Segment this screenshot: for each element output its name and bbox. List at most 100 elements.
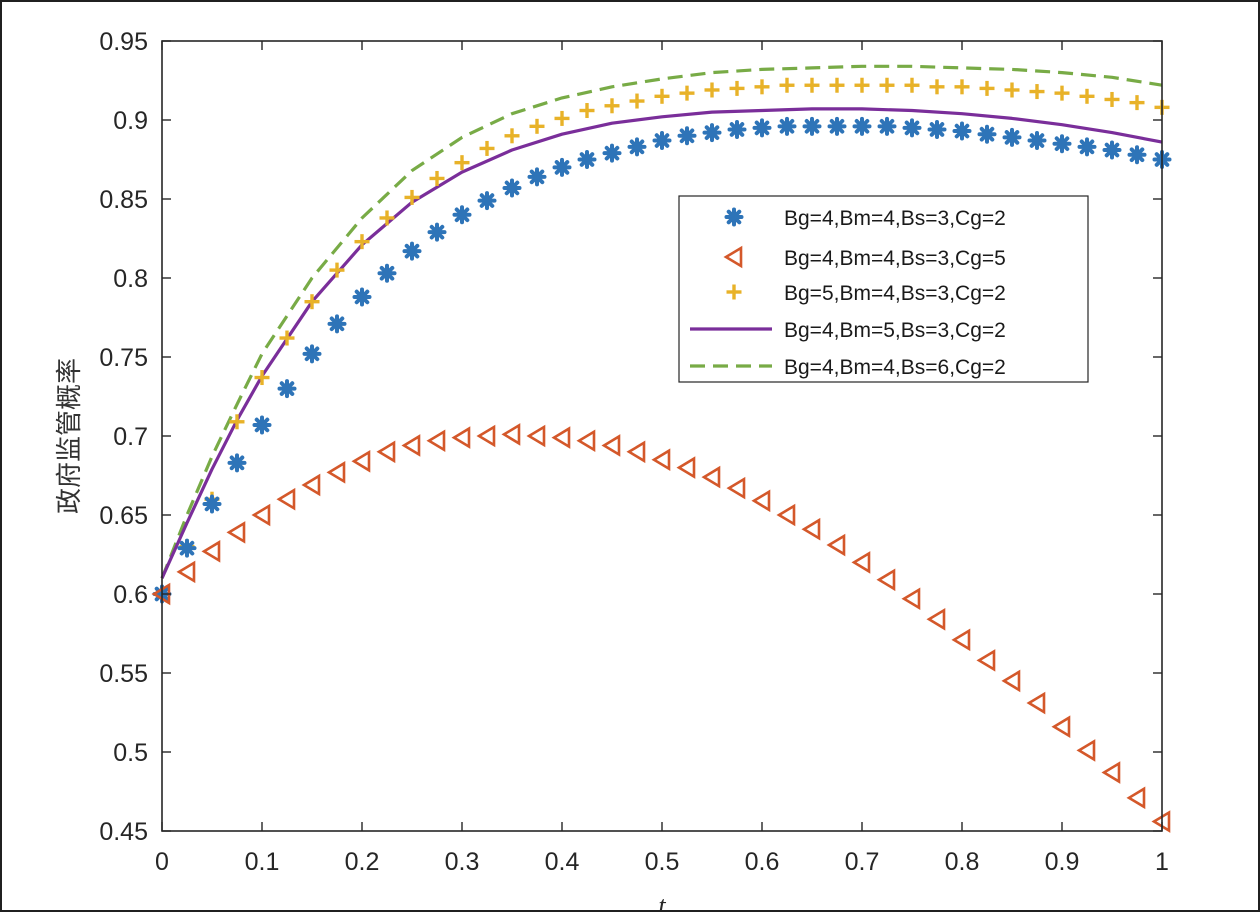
- data-point: [854, 77, 870, 93]
- legend-entry-5: Bg=4,Bm=4,Bs=6,Cg=2: [690, 356, 1006, 379]
- x-tick-label: 0.5: [645, 848, 680, 876]
- data-point: [877, 116, 897, 136]
- data-point: [727, 119, 747, 139]
- legend-entry-3: Bg=5,Bm=4,Bs=3,Cg=2: [726, 282, 1006, 305]
- data-point: [252, 415, 272, 435]
- data-point: [1129, 95, 1145, 111]
- data-point: [777, 116, 797, 136]
- data-point: [977, 124, 997, 144]
- data-point: [851, 551, 871, 574]
- data-point: [954, 79, 970, 95]
- data-point: [577, 150, 597, 169]
- x-axis-ticks: 0 0.1 0.2 0.3 0.4 0.5 0.6 0.7 0.8 0.9 1: [155, 41, 1169, 876]
- data-point: [1102, 140, 1122, 160]
- data-point: [554, 110, 570, 126]
- data-point: [376, 440, 396, 464]
- data-point: [452, 205, 472, 225]
- data-point: [429, 170, 445, 186]
- x-tick-label: 0.2: [345, 848, 380, 876]
- data-point: [827, 116, 847, 136]
- data-point: [526, 424, 546, 448]
- y-tick-label: 0.75: [99, 344, 148, 372]
- data-point: [379, 210, 395, 226]
- data-point: [201, 540, 221, 563]
- legend-marker: [723, 245, 743, 269]
- legend-marker: [726, 284, 742, 300]
- data-point: [176, 560, 196, 584]
- y-tick-label: 0.9: [113, 107, 148, 135]
- data-point: [1051, 715, 1071, 739]
- data-point: [479, 140, 495, 156]
- data-point: [701, 465, 721, 489]
- data-point: [752, 118, 772, 138]
- data-point: [501, 423, 521, 446]
- data-point: [1126, 786, 1146, 810]
- data-point: [402, 241, 422, 261]
- legend: Bg=4,Bm=4,Bs=3,Cg=2 Bg=4,Bm=4,Bs=3,Cg=5 Bg…: [678, 195, 1089, 383]
- x-tick-label: 0.1: [245, 848, 280, 876]
- data-point: [327, 314, 347, 334]
- data-point: [801, 517, 821, 541]
- series-line: [160, 64, 1163, 579]
- data-point: [601, 434, 621, 457]
- x-tick-label: 0.7: [845, 848, 880, 876]
- data-point: [454, 155, 470, 171]
- data-point: [804, 77, 820, 93]
- legend-entry-4: Bg=4,Bm=5,Bs=3,Cg=2: [690, 319, 1006, 342]
- data-point: [829, 77, 845, 93]
- data-point: [627, 137, 647, 157]
- legend-label: Bg=4,Bm=4,Bs=3,Cg=5: [784, 247, 1006, 270]
- series-4: [160, 107, 1163, 579]
- data-point: [1101, 761, 1121, 784]
- data-point: [629, 93, 645, 109]
- data-point: [1029, 84, 1045, 100]
- data-point: [776, 503, 796, 527]
- legend-label: Bg=4,Bm=5,Bs=3,Cg=2: [784, 319, 1006, 342]
- y-tick-label: 0.8: [113, 265, 148, 293]
- data-point: [852, 116, 872, 136]
- x-tick-label: 0.9: [1045, 848, 1080, 876]
- series-line: [160, 107, 1163, 579]
- data-point: [826, 533, 846, 557]
- data-point: [504, 128, 520, 144]
- data-point: [1002, 127, 1022, 147]
- data-point: [426, 429, 446, 453]
- data-point: [354, 234, 370, 250]
- data-point: [202, 494, 222, 514]
- data-point: [1026, 691, 1046, 715]
- data-point: [654, 88, 670, 104]
- series-1: [152, 116, 1172, 604]
- data-point: [1127, 145, 1147, 165]
- data-point: [904, 77, 920, 93]
- data-point: [451, 426, 471, 449]
- data-point: [677, 126, 697, 146]
- y-tick-label: 0.85: [99, 186, 148, 214]
- x-tick-label: 0.3: [445, 848, 480, 876]
- legend-label: Bg=4,Bm=4,Bs=6,Cg=2: [784, 356, 1006, 379]
- series-layer: [151, 64, 1172, 833]
- data-point: [254, 370, 270, 386]
- data-point: [926, 607, 946, 631]
- data-point: [929, 79, 945, 95]
- data-point: [1052, 134, 1072, 154]
- data-point: [704, 82, 720, 98]
- data-point: [702, 123, 722, 143]
- data-point: [751, 489, 771, 513]
- data-point: [1077, 137, 1097, 157]
- y-tick-label: 0.7: [113, 423, 148, 451]
- data-point: [277, 379, 297, 399]
- x-tick-label: 0: [155, 848, 169, 876]
- data-point: [802, 116, 822, 136]
- data-point: [226, 521, 246, 544]
- y-axis-label: 政府监管概率: [55, 358, 85, 514]
- legend-entry-2: Bg=4,Bm=4,Bs=3,Cg=5: [723, 245, 1006, 270]
- data-point: [1104, 91, 1120, 107]
- data-point: [302, 344, 322, 364]
- legend-label: Bg=4,Bm=4,Bs=3,Cg=2: [784, 207, 1006, 230]
- data-point: [326, 461, 346, 484]
- data-point: [276, 487, 296, 511]
- data-point: [529, 118, 545, 134]
- x-axis-label: t: [658, 891, 666, 912]
- x-tick-label: 0.6: [745, 848, 780, 876]
